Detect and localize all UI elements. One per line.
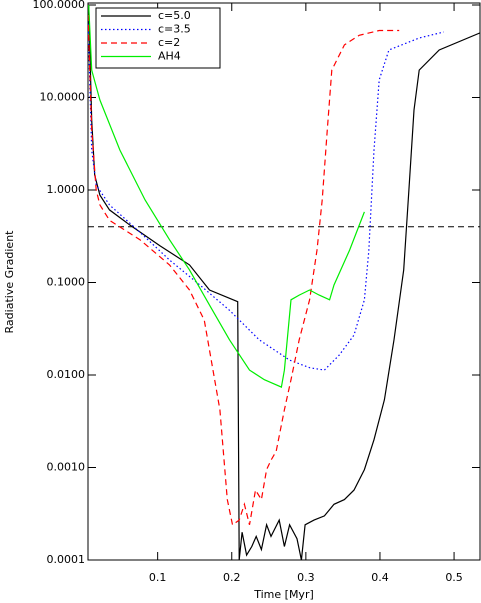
x-tick-label: 0.3: [297, 571, 315, 584]
y-tick-label: 100.0000: [33, 0, 86, 11]
y-tick-label: 0.0100: [47, 368, 86, 381]
y-tick-label: 0.1000: [47, 276, 86, 289]
y-axis-label: Radiative Gradient: [3, 230, 16, 334]
y-tick-label: 0.0001: [47, 553, 86, 566]
x-tick-label: 0.4: [371, 571, 389, 584]
legend-label: AH4: [158, 50, 181, 63]
y-tick-label: 1.0000: [47, 183, 86, 196]
y-tick-label: 0.0010: [47, 461, 86, 474]
legend-box: [95, 7, 221, 69]
x-tick-label: 0.2: [223, 571, 241, 584]
series-line: [88, 4, 480, 561]
series-line: [88, 19, 444, 371]
legend-label: c=3.5: [158, 23, 191, 36]
plot-frame: [87, 2, 481, 561]
x-axis-label: Time [Myr]: [253, 588, 314, 601]
x-tick-label: 0.1: [149, 571, 167, 584]
series-line: [88, 14, 400, 526]
series-line: [88, 4, 365, 388]
plot-area: [88, 4, 480, 561]
legend-label: c=5.0: [158, 9, 191, 22]
y-tick-label: 10.0000: [40, 91, 86, 104]
x-tick-label: 0.5: [445, 571, 463, 584]
legend-label: c=2: [158, 36, 180, 49]
